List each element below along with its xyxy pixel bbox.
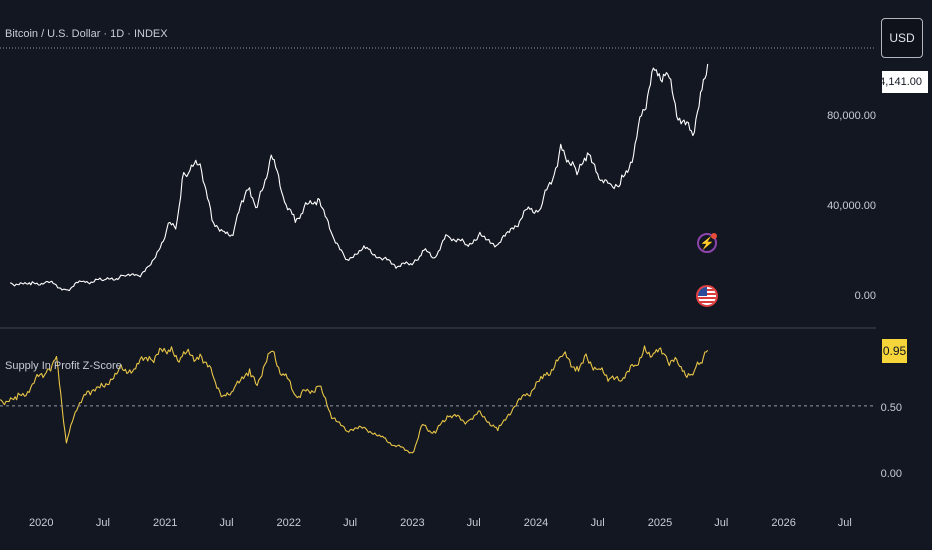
time-axis-label: 2026: [771, 517, 796, 529]
time-axis-label: 2022: [276, 517, 302, 529]
last-price-tag: 104,141.00: [882, 71, 928, 93]
currency-button[interactable]: USD: [881, 18, 923, 58]
lightning-bolt-icon[interactable]: ⚡: [697, 233, 717, 253]
indicator-pane: [0, 345, 876, 454]
us-flag-icon[interactable]: [696, 285, 718, 307]
time-axis-label: 2024: [523, 517, 549, 529]
time-axis-label: Jul: [219, 517, 234, 529]
time-axis-label: 2025: [647, 517, 673, 529]
time-axis-label: 2021: [152, 517, 178, 529]
time-axis-label: Jul: [343, 517, 358, 529]
time-axis-label: 2023: [400, 517, 425, 529]
zscore-line: [0, 345, 709, 454]
time-axis-label: Jul: [466, 517, 481, 529]
price-pane: [0, 47, 876, 292]
time-axis-label: Jul: [714, 517, 729, 529]
price-axis-tick: 0.00: [854, 290, 876, 302]
price-axis-tick: 80,000.00: [827, 110, 876, 122]
price-axis-tick: 40,000.00: [827, 200, 876, 212]
btc-price-line: [10, 63, 709, 292]
time-axis-label: 2020: [29, 517, 54, 529]
time-axis-label: Jul: [837, 517, 852, 529]
notification-dot: [711, 233, 717, 239]
indicator-axis-tick: 0.00: [880, 468, 902, 480]
chart-title: Bitcoin / U.S. Dollar · 1D · INDEX: [5, 28, 168, 40]
indicator-value-tag: 0.95: [882, 339, 907, 363]
indicator-title: Supply In Profit Z-Score: [5, 360, 122, 372]
time-axis-label: Jul: [95, 517, 110, 529]
time-axis-label: Jul: [590, 517, 605, 529]
indicator-axis-tick: 0.50: [880, 402, 902, 414]
